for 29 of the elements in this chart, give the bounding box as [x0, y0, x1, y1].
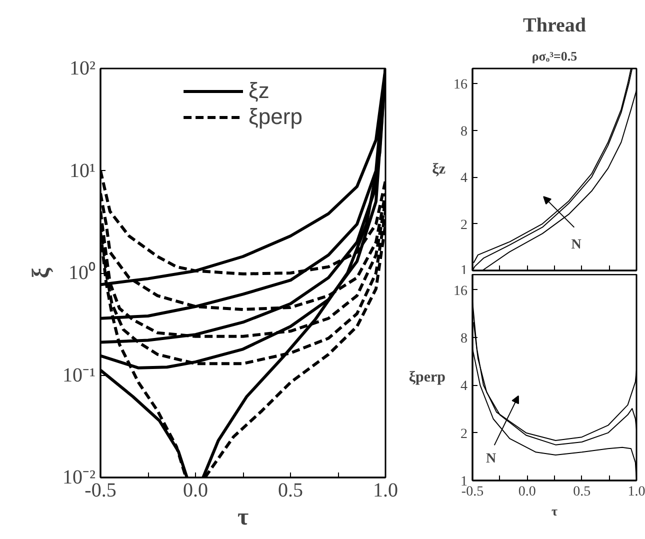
x-axis-title: τ [237, 504, 249, 530]
y-tick-label: 16 [454, 284, 468, 299]
chart-title: Thread [523, 14, 586, 36]
annotation: N [486, 451, 496, 466]
x-tick-label: 0.5 [278, 480, 303, 502]
y-tick-label: 8 [460, 332, 468, 347]
annotation: N [571, 237, 582, 252]
y-tick-label: 10¹ [70, 160, 96, 182]
y-axis-title: ξperp [408, 370, 446, 386]
y-axis-title: ξ [28, 267, 55, 278]
chart-subtitle: ρσₒ³=0.5 [532, 48, 578, 64]
x-tick-label: 0.0 [183, 480, 208, 502]
x-tick-label: 0.0 [518, 484, 536, 500]
y-tick-label: 2 [460, 218, 468, 233]
y-tick-label: 4 [460, 379, 468, 394]
legend-label: ξz [248, 78, 270, 104]
x-axis-title: τ [552, 504, 558, 518]
x-tick-label: 0.5 [573, 484, 591, 500]
y-tick-label: 10⁻¹ [62, 364, 96, 386]
y-tick-label: 2 [460, 426, 468, 442]
y-tick-label: 4 [460, 171, 468, 186]
x-tick-label: 1.0 [373, 480, 398, 502]
x-tick-label: 1.0 [628, 484, 645, 500]
y-tick-label: 10² [70, 58, 96, 80]
y-tick-label: 10⁰ [68, 261, 96, 284]
y-tick-label: 16 [454, 78, 468, 93]
y-axis-title: ξz [432, 162, 446, 178]
y-tick-label: 8 [460, 124, 468, 140]
legend-label: ξperp [248, 104, 302, 130]
